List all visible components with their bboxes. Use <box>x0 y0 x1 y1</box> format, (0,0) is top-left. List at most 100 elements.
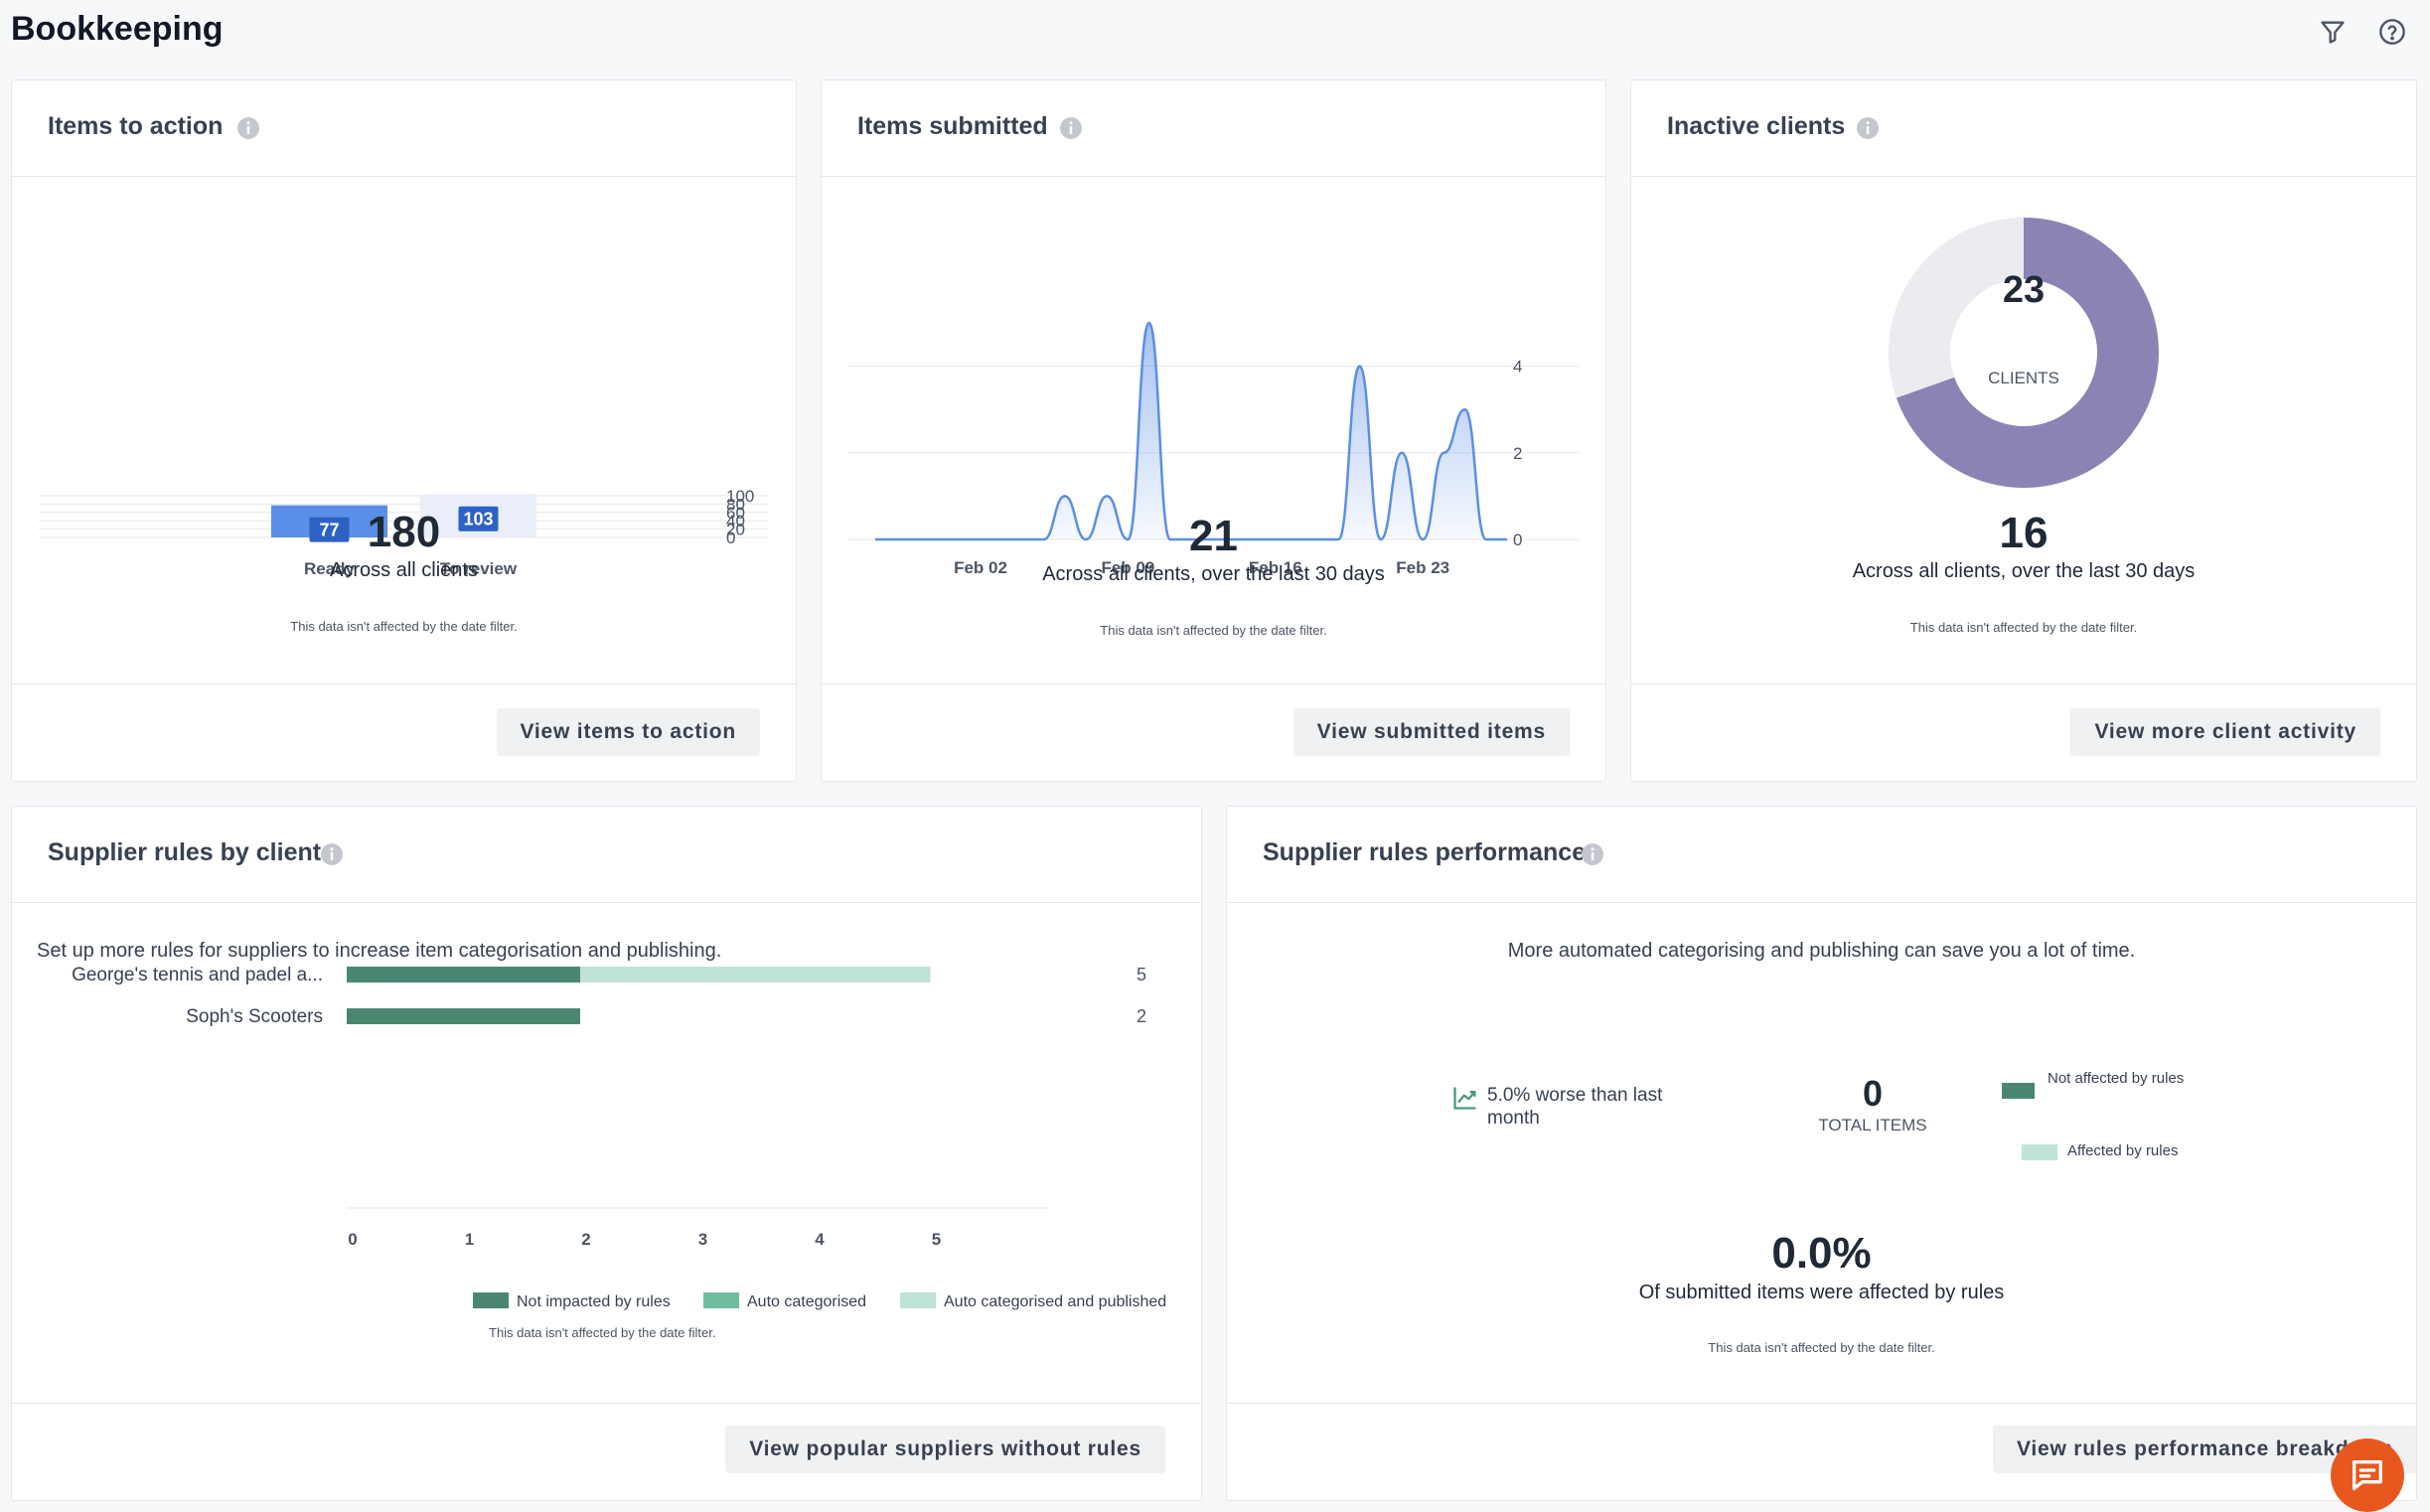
category-label: Soph's Scooters <box>186 1006 323 1027</box>
donut-slice <box>1889 218 2024 398</box>
card-footer: View more client activity <box>1631 683 2416 781</box>
legend-label: Not impacted by rules <box>517 1293 671 1310</box>
legend-swatch <box>473 1292 509 1308</box>
view-popular-suppliers-button[interactable]: View popular suppliers without rules <box>725 1426 1165 1473</box>
card-title: Items to action <box>48 112 224 140</box>
card-title: Items submitted <box>857 112 1048 140</box>
card-header: Supplier rules performance <box>1227 807 2416 903</box>
bar-segment <box>347 1008 580 1024</box>
inactive-total: 16 <box>1999 509 2049 557</box>
total-items-label: TOTAL ITEMS <box>1818 1116 1927 1134</box>
bar-segment <box>347 967 580 983</box>
performance-subtitle: More automated categorising and publishi… <box>1507 940 2136 962</box>
supplier-rules-performance-card: Supplier rules performance More automate… <box>1226 806 2417 1501</box>
x-tick-label: 0 <box>348 1230 357 1249</box>
legend-swatch <box>2002 1083 2035 1099</box>
date-filter-note: This data isn't affected by the date fil… <box>1909 620 2138 635</box>
submitted-total: 21 <box>1189 512 1238 560</box>
y-tick-label: 60 <box>726 504 745 523</box>
view-submitted-items-button[interactable]: View submitted items <box>1292 708 1570 756</box>
y-tick-label: 2 <box>1513 444 1522 463</box>
bar-value-badge <box>309 517 350 542</box>
donut-center-value: 23 <box>2002 269 2046 311</box>
affected-percent-caption: Of submitted items were affected by rule… <box>1638 1282 2005 1303</box>
y-tick-label: 0 <box>726 529 735 547</box>
view-items-to-action-button[interactable]: View items to action <box>496 708 760 756</box>
supplier-rules-subtitle: Set up more rules for suppliers to incre… <box>37 940 722 962</box>
supplier-rules-bar-chart: LP ltd6Holly's Snacks6Orange AI5George's… <box>72 966 1166 1310</box>
x-tick-label: 4 <box>815 1230 825 1249</box>
date-filter-note: This data isn't affected by the date fil… <box>489 1325 716 1340</box>
card-footer: View rules performance breakdown <box>1227 1403 2416 1500</box>
card-header: Items to action <box>12 80 796 177</box>
items-submitted-area-chart: 0 2 4 Feb 02 Feb 09 Feb 16 Feb 23 <box>847 321 1579 577</box>
trend-text: 5.0% worse than last month <box>1487 1085 1663 1129</box>
donut-center-label: CLIENTS <box>1988 369 2059 387</box>
legend-swatch <box>900 1292 936 1308</box>
total-label: 2 <box>1137 1006 1146 1026</box>
x-tick-label: Ready <box>304 559 356 578</box>
x-tick-label: To review <box>440 559 518 578</box>
filter-icon[interactable] <box>2315 14 2351 50</box>
x-tick-label: 5 <box>932 1230 941 1249</box>
x-tick-label: 1 <box>465 1230 474 1249</box>
total-items-value: 0 <box>1862 1073 1884 1114</box>
info-icon[interactable] <box>1856 116 1880 140</box>
items-caption: Across all clients <box>330 559 478 581</box>
card-footer: View popular suppliers without rules <box>12 1403 1201 1500</box>
legend-label: Auto categorised <box>747 1293 866 1310</box>
series-line <box>875 321 1507 541</box>
category-label: George's tennis and padel a... <box>72 966 323 985</box>
page-title: Bookkeeping <box>11 10 224 48</box>
y-tick-label: 80 <box>726 495 745 514</box>
y-tick-label: 4 <box>1513 358 1522 377</box>
info-icon[interactable] <box>236 116 260 140</box>
card-title: Supplier rules by client <box>48 838 322 866</box>
bar-segment <box>580 967 931 983</box>
y-tick-label: 100 <box>726 487 754 506</box>
supplier-rules-by-client-card: Supplier rules by client Set up more rul… <box>11 806 1202 1501</box>
card-header: Inactive clients <box>1631 80 2416 177</box>
card-title: Inactive clients <box>1667 112 1846 140</box>
x-tick-label: 2 <box>581 1230 590 1249</box>
y-tick-label: 20 <box>726 521 745 539</box>
info-icon[interactable] <box>1059 116 1083 140</box>
items-total: 180 <box>367 508 441 556</box>
items-to-action-card: Items to action 0 20 40 60 80 100 77 Ready 103 To… <box>11 79 797 782</box>
y-tick-label: 40 <box>726 512 745 530</box>
card-header: Items submitted <box>822 80 1605 177</box>
card-footer: View submitted items <box>822 683 1605 781</box>
card-header: Supplier rules by client <box>12 807 1201 903</box>
inactive-caption: Across all clients, over the last 30 day… <box>1852 560 2196 582</box>
card-footer: View items to action <box>12 683 796 781</box>
date-filter-note: This data isn't affected by the date fil… <box>1100 623 1327 638</box>
bar-value-badge <box>458 506 499 531</box>
chat-icon <box>2353 1460 2382 1490</box>
y-tick-label: 0 <box>1513 530 1522 549</box>
info-icon[interactable] <box>320 842 344 866</box>
help-circle-icon[interactable] <box>2374 14 2410 50</box>
legend-label: Affected by rules <box>2067 1142 2179 1159</box>
card-title: Supplier rules performance <box>1263 838 1587 866</box>
date-filter-note: This data isn't affected by the date fil… <box>290 619 518 634</box>
x-tick-label: Feb 02 <box>954 558 1007 577</box>
inactive-clients-donut <box>1889 218 2159 488</box>
series-area <box>875 323 1507 539</box>
legend-label: Auto categorised and published <box>944 1293 1166 1310</box>
legend-swatch <box>703 1292 739 1308</box>
items-submitted-card: Items submitted 0 2 4 Feb 02 Feb 09 Feb 16 Feb… <box>821 79 1606 782</box>
legend-label: Not affected by rules <box>2048 1070 2185 1087</box>
bar-value-label: 103 <box>463 510 493 529</box>
date-filter-note: This data isn't affected by the date fil… <box>1708 1340 1935 1355</box>
legend-swatch <box>2022 1144 2057 1160</box>
chat-button[interactable] <box>2331 1438 2404 1512</box>
donut-slice <box>1896 218 2159 488</box>
info-icon[interactable] <box>1581 842 1604 866</box>
view-more-client-activity-button[interactable]: View more client activity <box>2070 708 2380 756</box>
x-tick-label: Feb 09 <box>1101 558 1154 577</box>
submitted-caption: Across all clients, over the last 30 day… <box>1042 563 1385 585</box>
total-label: 5 <box>1137 966 1146 984</box>
trend-up-icon <box>1453 1087 1476 1110</box>
affected-percent: 0.0% <box>1771 1229 1872 1278</box>
